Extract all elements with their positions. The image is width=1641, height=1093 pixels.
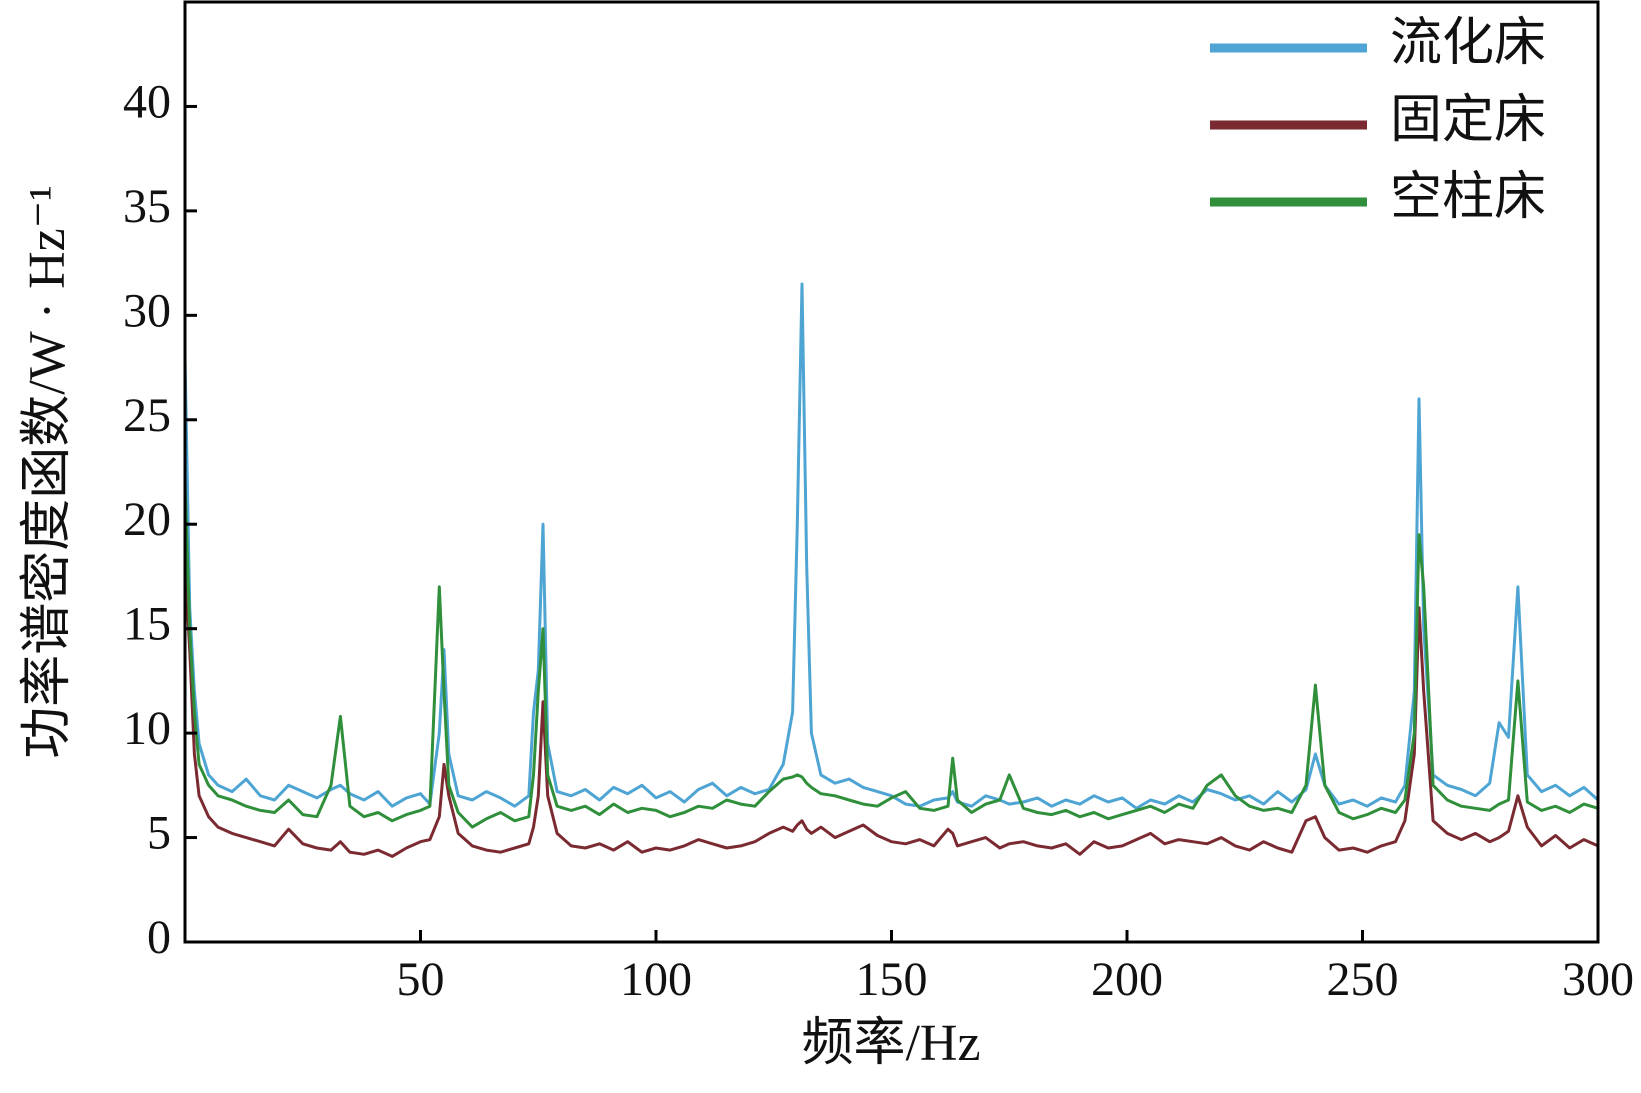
legend-label: 固定床 [1390,92,1546,149]
y-tick-label: 25 [123,389,171,442]
y-axis-title: 功率谱密度函数/W · Hz⁻¹ [19,185,76,759]
series-line [183,565,1599,858]
y-tick-label: 15 [123,598,171,651]
legend-label: 空柱床 [1390,169,1546,226]
x-tick-label: 300 [1562,953,1634,1006]
plot-frame [183,0,1600,944]
x-tick-label: 200 [1091,953,1163,1006]
series-line [183,282,1599,810]
y-tick-label: 20 [123,493,171,546]
x-tick-label: 250 [1327,953,1399,1006]
y-tick-label: 10 [123,702,171,755]
series-line [183,482,1599,829]
x-tick-label: 50 [397,953,445,1006]
y-tick-label: 0 [147,911,171,964]
y-tick-label: 35 [123,180,171,233]
x-tick-label: 100 [620,953,692,1006]
x-tick-label: 150 [856,953,928,1006]
y-tick-label: 30 [123,284,171,337]
y-tick-label: 5 [147,807,171,860]
x-axis-title: 频率/Hz [801,1015,980,1072]
legend-label: 流化床 [1390,15,1546,72]
y-tick-label: 40 [123,75,171,128]
